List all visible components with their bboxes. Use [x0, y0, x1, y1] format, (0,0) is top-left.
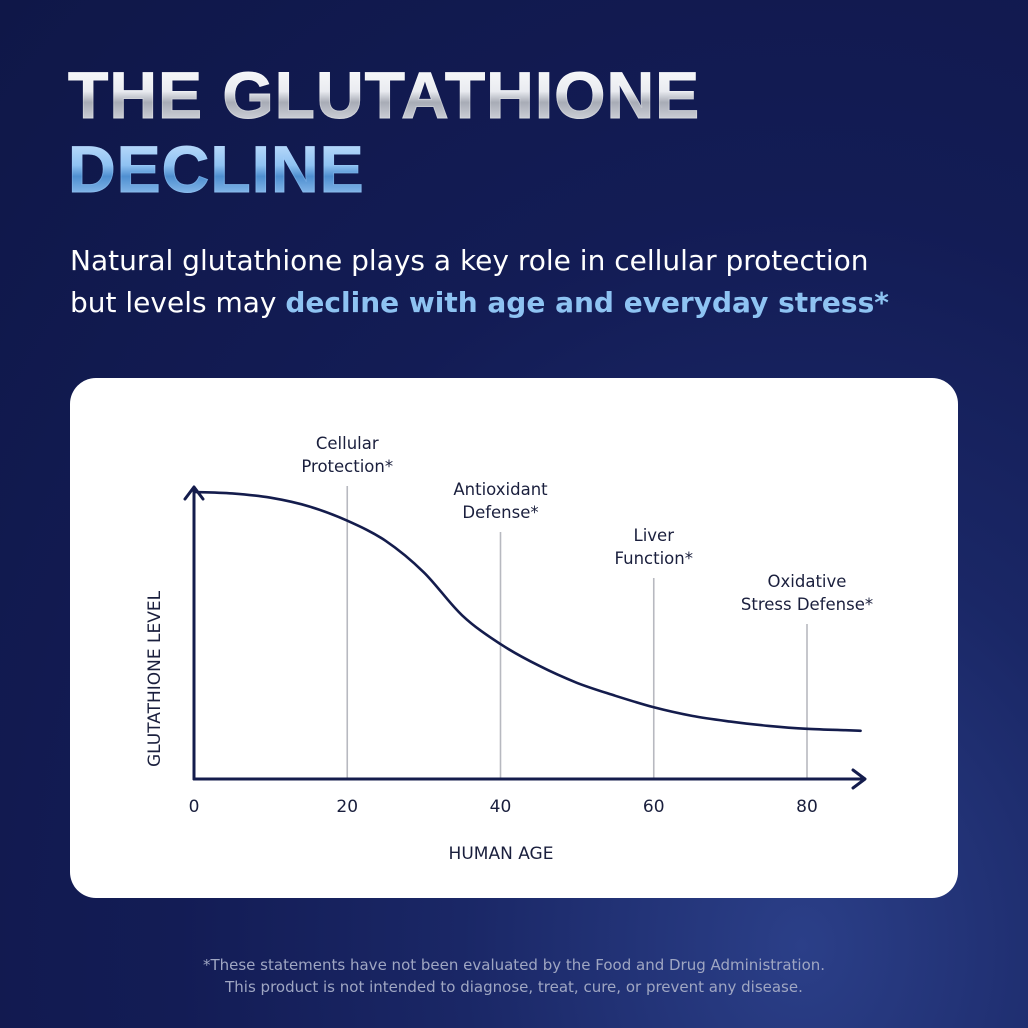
x-axis-arrow	[851, 768, 867, 790]
page-title: THE GLUTATHIONE DECLINE	[67, 58, 701, 207]
x-tick-label-40: 40	[490, 797, 512, 817]
subtitle: Natural glutathione plays a key role in …	[70, 240, 970, 324]
disclaimer-line-2: This product is not intended to diagnose…	[225, 978, 803, 996]
subtitle-highlight: decline with age and everyday stress*	[285, 286, 889, 319]
annotation-label-40-0: Antioxidant	[453, 480, 548, 499]
subtitle-line-2: but levels may	[70, 286, 286, 319]
annotation-label-80-1: Stress Defense*	[741, 595, 873, 614]
title-line-1: THE GLUTATHIONE	[67, 58, 701, 133]
x-tick-label-20: 20	[336, 797, 358, 817]
annotation-label-40-1: Defense*	[462, 503, 538, 522]
annotation-label-80-0: Oxidative	[768, 572, 847, 591]
x-tick-label-80: 80	[796, 797, 818, 817]
glutathione-decline-chart: Cellular Protection* Antioxidant Defense* Li…	[145, 434, 873, 864]
annotation-label-60-1: Function*	[615, 549, 693, 568]
annotation-label-20-0: Cellular	[316, 434, 379, 453]
x-axis-label: HUMAN AGE	[449, 844, 554, 864]
title-line-2: DECLINE	[67, 132, 700, 207]
y-axis-arrow	[183, 485, 205, 501]
annotation-label-60-0: Liver	[634, 526, 675, 545]
y-axis-label: GLUTATHIONE LEVEL	[145, 590, 165, 767]
disclaimer-line-1: *These statements have not been evaluate…	[202, 956, 826, 974]
subtitle-line-1: Natural glutathione plays a key role in …	[70, 244, 869, 277]
x-tick-label-0: 0	[189, 797, 200, 817]
disclaimer: *These statements have not been evaluate…	[0, 954, 1028, 998]
x-tick-label-60: 60	[643, 797, 665, 817]
annotation-label-20-1: Protection*	[301, 457, 393, 476]
chart-card: Cellular Protection* Antioxidant Defense* Li…	[70, 378, 958, 898]
glutathione-curve	[192, 490, 862, 733]
